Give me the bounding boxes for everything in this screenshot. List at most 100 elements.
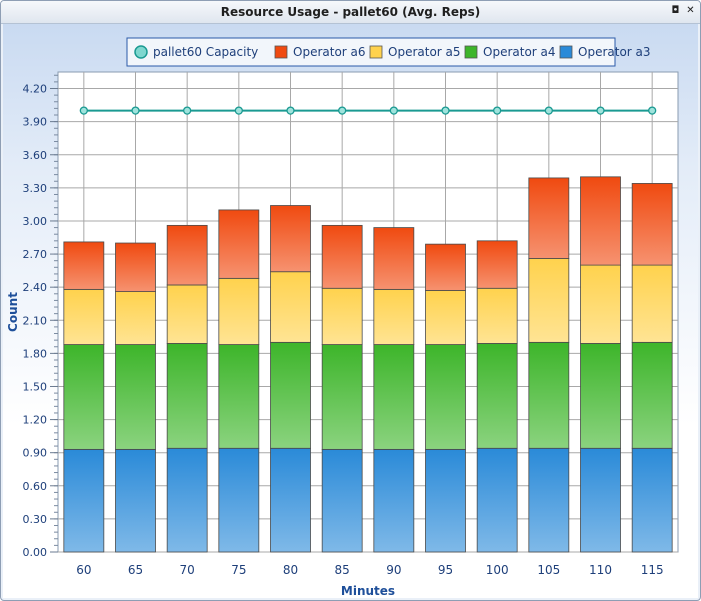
legend-label: Operator a3: [578, 45, 651, 59]
bar-operator-a3: [425, 448, 466, 553]
bar-operator-a3: [631, 447, 673, 553]
bar-operator-a3: [218, 447, 260, 553]
bar-operator-a5: [270, 271, 311, 343]
bar-operator-a3: [63, 448, 105, 553]
bar-operator-a3: [270, 447, 311, 553]
y-tick-label: 1.80: [23, 347, 48, 360]
y-tick-label: 3.90: [23, 116, 48, 129]
bar-operator-a4: [218, 344, 260, 449]
bar-operator-a5: [631, 264, 673, 343]
y-tick-label: 3.60: [23, 149, 48, 162]
capacity-point: [596, 106, 605, 115]
bar-operator-a5: [373, 288, 415, 345]
legend-marker-capacity: [134, 45, 148, 59]
y-tick-label: 1.20: [23, 414, 48, 427]
bar-operator-a5: [580, 264, 621, 344]
bar-operator-a5: [321, 287, 363, 345]
bar-operator-a4: [528, 341, 570, 449]
capacity-point: [389, 106, 398, 115]
bar-operator-a4: [476, 343, 518, 449]
bar-operator-a4: [425, 344, 466, 450]
y-tick-label: 2.70: [23, 248, 48, 261]
bar-operator-a6: [528, 177, 570, 259]
capacity-point: [131, 106, 140, 115]
bar-operator-a6: [631, 183, 673, 266]
legend: pallet60 Capacity Operator a6 Operator a5 O…: [126, 37, 651, 67]
bar-operator-a3: [321, 448, 363, 553]
legend-swatch: [464, 45, 478, 59]
x-tick-label: 70: [180, 563, 195, 577]
capacity-point: [544, 106, 553, 115]
bar-operator-a6: [373, 227, 415, 290]
bar-operator-a3: [373, 448, 415, 553]
y-tick-label: 3.00: [23, 215, 48, 228]
y-tick-label: 2.40: [23, 281, 48, 294]
grid: [57, 71, 679, 553]
bar-operator-a5: [166, 284, 208, 344]
capacity-point: [234, 106, 243, 115]
y-tick-label: 2.10: [23, 314, 48, 327]
legend-swatch: [274, 45, 288, 59]
bar-operator-a6: [218, 209, 260, 279]
axes: 0.00 0.30 0.60 0.90 1.20 1.50 1.80 2.10 2.40 2.70…: [6, 74, 664, 598]
legend-label: Operator a6: [293, 45, 366, 59]
capacity-point: [338, 106, 347, 115]
bar-operator-a3: [476, 447, 518, 553]
x-tick-label: 85: [335, 563, 350, 577]
x-axis-title: Minutes: [341, 584, 395, 598]
bar-operator-a3: [580, 447, 621, 553]
x-tick-label: 60: [76, 563, 91, 577]
y-axis-title: Count: [6, 292, 20, 332]
bar-operator-a4: [63, 344, 105, 450]
y-tick-label: 0.30: [23, 513, 48, 526]
title-bar: Resource Usage - pallet60 (Avg. Reps) ◘ …: [1, 1, 700, 24]
y-tick-label: 1.50: [23, 380, 48, 393]
bar-operator-a6: [63, 241, 105, 290]
legend-swatch: [369, 45, 383, 59]
bar-operator-a4: [631, 341, 673, 449]
restore-icon[interactable]: ◘: [671, 5, 680, 16]
bar-operator-a6: [580, 176, 621, 266]
bar-operator-a4: [321, 344, 363, 450]
close-icon[interactable]: ✕: [686, 5, 695, 16]
bar-operator-a6: [425, 243, 466, 291]
bars: [63, 176, 673, 553]
capacity-point: [286, 106, 295, 115]
bar-operator-a3: [115, 448, 156, 553]
legend-swatch: [559, 45, 573, 59]
y-tick-label: 0.60: [23, 480, 48, 493]
bar-operator-a5: [528, 258, 570, 343]
x-tick-label: 95: [438, 563, 453, 577]
bar-operator-a5: [218, 277, 260, 345]
x-tick-label: 80: [283, 563, 298, 577]
bar-operator-a6: [115, 242, 156, 292]
legend-label: Operator a4: [483, 45, 556, 59]
bar-operator-a4: [580, 343, 621, 449]
bar-operator-a3: [528, 447, 570, 553]
bar-operator-a3: [166, 447, 208, 553]
x-tick-label: 100: [486, 563, 509, 577]
capacity-line: [79, 106, 657, 115]
x-tick-label: 115: [641, 563, 664, 577]
x-tick-label: 110: [589, 563, 612, 577]
stacked-bar-chart: pallet60 Capacity Operator a6 Operator a5 O…: [6, 37, 679, 598]
bar-operator-a5: [425, 290, 466, 345]
capacity-point: [441, 106, 450, 115]
bar-operator-a4: [115, 344, 156, 450]
bar-operator-a6: [166, 224, 208, 286]
x-tick-label: 90: [386, 563, 401, 577]
window-title: Resource Usage - pallet60 (Avg. Reps): [220, 5, 481, 19]
capacity-point: [79, 106, 88, 115]
x-tick-label: 75: [231, 563, 246, 577]
y-tick-label: 0.90: [23, 447, 48, 460]
capacity-point: [648, 106, 657, 115]
bar-operator-a5: [476, 287, 518, 344]
legend-label: pallet60 Capacity: [153, 45, 258, 59]
bar-operator-a4: [166, 343, 208, 449]
bar-operator-a5: [115, 291, 156, 345]
capacity-point: [493, 106, 502, 115]
y-tick-label: 4.20: [23, 83, 48, 96]
capacity-point: [183, 106, 192, 115]
y-tick-label: 3.30: [23, 182, 48, 195]
y-tick-label: 0.00: [23, 546, 48, 559]
